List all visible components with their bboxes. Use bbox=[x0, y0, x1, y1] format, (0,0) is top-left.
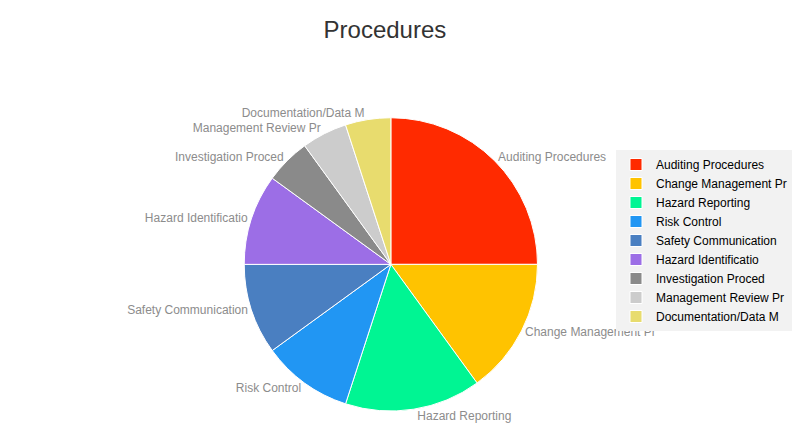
svg-text:Hazard Reporting: Hazard Reporting bbox=[656, 196, 750, 210]
svg-text:Risk Control: Risk Control bbox=[656, 215, 721, 229]
svg-text:Management Review Pr: Management Review Pr bbox=[656, 291, 784, 305]
svg-text:Hazard Identificatio: Hazard Identificatio bbox=[145, 211, 248, 225]
svg-text:Investigation Proced: Investigation Proced bbox=[656, 272, 765, 286]
svg-text:Auditing Procedures: Auditing Procedures bbox=[498, 150, 606, 164]
svg-text:Change Management Pr: Change Management Pr bbox=[656, 177, 787, 191]
svg-text:Documentation/Data M: Documentation/Data M bbox=[656, 310, 779, 324]
svg-text:Safety Communication: Safety Communication bbox=[656, 234, 777, 248]
svg-text:Risk Control: Risk Control bbox=[236, 381, 301, 395]
svg-text:Auditing Procedures: Auditing Procedures bbox=[656, 158, 764, 172]
svg-text:Procedures: Procedures bbox=[324, 16, 447, 43]
svg-text:Hazard Identificatio: Hazard Identificatio bbox=[656, 253, 759, 267]
svg-text:Hazard Reporting: Hazard Reporting bbox=[417, 409, 511, 423]
svg-text:Safety Communication: Safety Communication bbox=[127, 303, 248, 317]
svg-text:Investigation Proced: Investigation Proced bbox=[175, 150, 284, 164]
svg-text:Documentation/Data M: Documentation/Data M bbox=[242, 106, 365, 120]
svg-text:Management Review Pr: Management Review Pr bbox=[193, 121, 321, 135]
svg-text:Change Management Pr: Change Management Pr bbox=[525, 325, 656, 340]
